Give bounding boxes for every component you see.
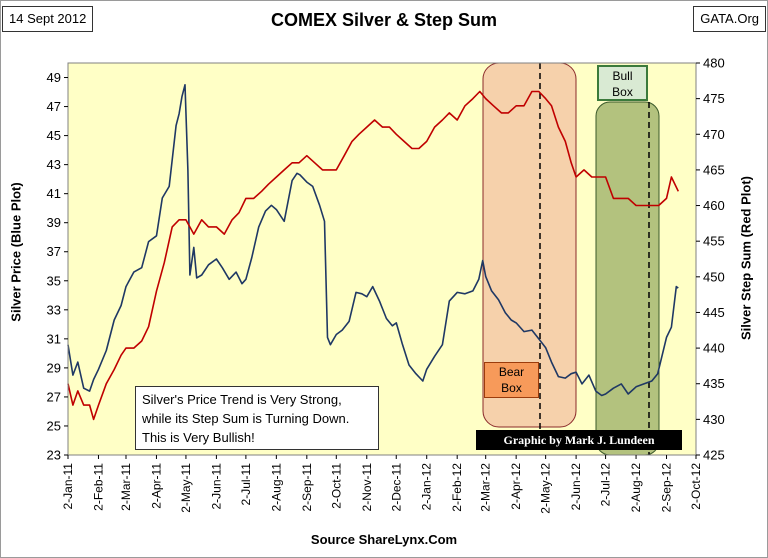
- x-tick-label: 2-Jan-12: [420, 463, 434, 511]
- x-tick-label: 2-Oct-11: [329, 463, 343, 509]
- note-line-3: This is Very Bullish!: [142, 430, 255, 445]
- y-axis-label-left: Silver Price (Blue Plot): [8, 182, 24, 322]
- bear-label-line2: Box: [501, 381, 522, 395]
- x-tick-label: 2-Aug-12: [629, 463, 643, 513]
- y2-tick-label: 480: [703, 56, 725, 71]
- x-tick-label: 2-Aug-11: [269, 463, 283, 512]
- x-tick-label: 2-Mar-11: [119, 463, 133, 511]
- y2-tick-label: 470: [703, 127, 725, 142]
- y2-tick-label: 475: [703, 91, 725, 106]
- silver-price-series-line: [67, 84, 679, 397]
- x-axis-label: Source ShareLynx.Com: [310, 532, 458, 547]
- x-tick-label: 2-Sep-12: [660, 463, 674, 513]
- x-tick-label: 2-May-12: [539, 463, 553, 514]
- x-tick-label: 2-Apr-11: [149, 463, 163, 509]
- y-tick-label: 43: [47, 157, 61, 172]
- y-tick-label: 29: [47, 360, 61, 375]
- note-line-2: while its Step Sum is Turning Down.: [142, 411, 350, 426]
- x-tick-label: 2-Feb-12: [450, 463, 464, 512]
- plot-border: [67, 62, 697, 456]
- y-tick-label: 37: [47, 244, 61, 259]
- y-tick-label: 23: [47, 448, 61, 463]
- y-tick-label: 41: [47, 186, 61, 201]
- x-tick-label: 2-Jan-11: [61, 463, 75, 510]
- y2-tick-label: 445: [703, 305, 725, 320]
- x-tick-label: 2-Sep-11: [300, 463, 314, 512]
- x-tick-label: 2-Jun-11: [209, 463, 223, 510]
- annotation-note: Silver's Price Trend is Very Strong, whi…: [135, 386, 379, 450]
- y-tick-label: 45: [47, 128, 61, 143]
- y-axis-label-right: Silver Step Sum (Red Plot): [738, 176, 754, 340]
- x-tick-label: 2-Mar-12: [479, 463, 493, 512]
- bull-label-line2: Box: [612, 85, 633, 99]
- x-tick-label: 2-Apr-12: [509, 463, 523, 510]
- y2-tick-label: 450: [703, 269, 725, 284]
- x-tick-label: 2-Nov-11: [360, 463, 374, 512]
- y2-tick-label: 455: [703, 234, 725, 249]
- y-tick-label: 33: [47, 302, 61, 317]
- y-tick-label: 49: [47, 70, 61, 85]
- y-tick-label: 25: [47, 418, 61, 433]
- bull-label-line1: Bull: [612, 69, 633, 83]
- x-tick-label: 2-May-11: [179, 463, 193, 513]
- y2-tick-label: 440: [703, 341, 725, 356]
- y-tick-label: 35: [47, 273, 61, 288]
- y2-tick-label: 425: [703, 448, 725, 463]
- note-line-1: Silver's Price Trend is Very Strong,: [142, 392, 342, 407]
- date-box: 14 Sept 2012: [2, 6, 94, 32]
- bear-box-label: Bear Box: [484, 362, 539, 398]
- y-tick-label: 31: [47, 331, 61, 346]
- y2-tick-label: 430: [703, 412, 725, 427]
- chart-title: COMEX Silver & Step Sum: [270, 10, 498, 30]
- bull-box-label: Bull Box: [597, 65, 648, 101]
- y2-tick-label: 435: [703, 376, 725, 391]
- x-tick-label: 2-Jul-11: [239, 463, 253, 506]
- y-tick-label: 39: [47, 215, 61, 230]
- x-tick-label: 2-Oct-12: [689, 463, 703, 510]
- y2-tick-label: 460: [703, 198, 725, 213]
- step-sum-series-line: [67, 90, 680, 421]
- x-tick-label: 2-Jul-12: [599, 463, 613, 507]
- source-box: GATA.Org: [693, 6, 766, 32]
- x-tick-label: 2-Jun-12: [569, 463, 583, 511]
- bear-label-line1: Bear: [498, 365, 525, 379]
- x-tick-label: 2-Dec-11: [389, 463, 403, 512]
- x-tick-label: 2-Feb-11: [91, 463, 105, 511]
- y-tick-label: 27: [47, 389, 61, 404]
- y2-tick-label: 465: [703, 162, 725, 177]
- credit-label: Graphic by Mark J. Lundeen: [476, 430, 682, 450]
- y-tick-label: 47: [47, 99, 61, 114]
